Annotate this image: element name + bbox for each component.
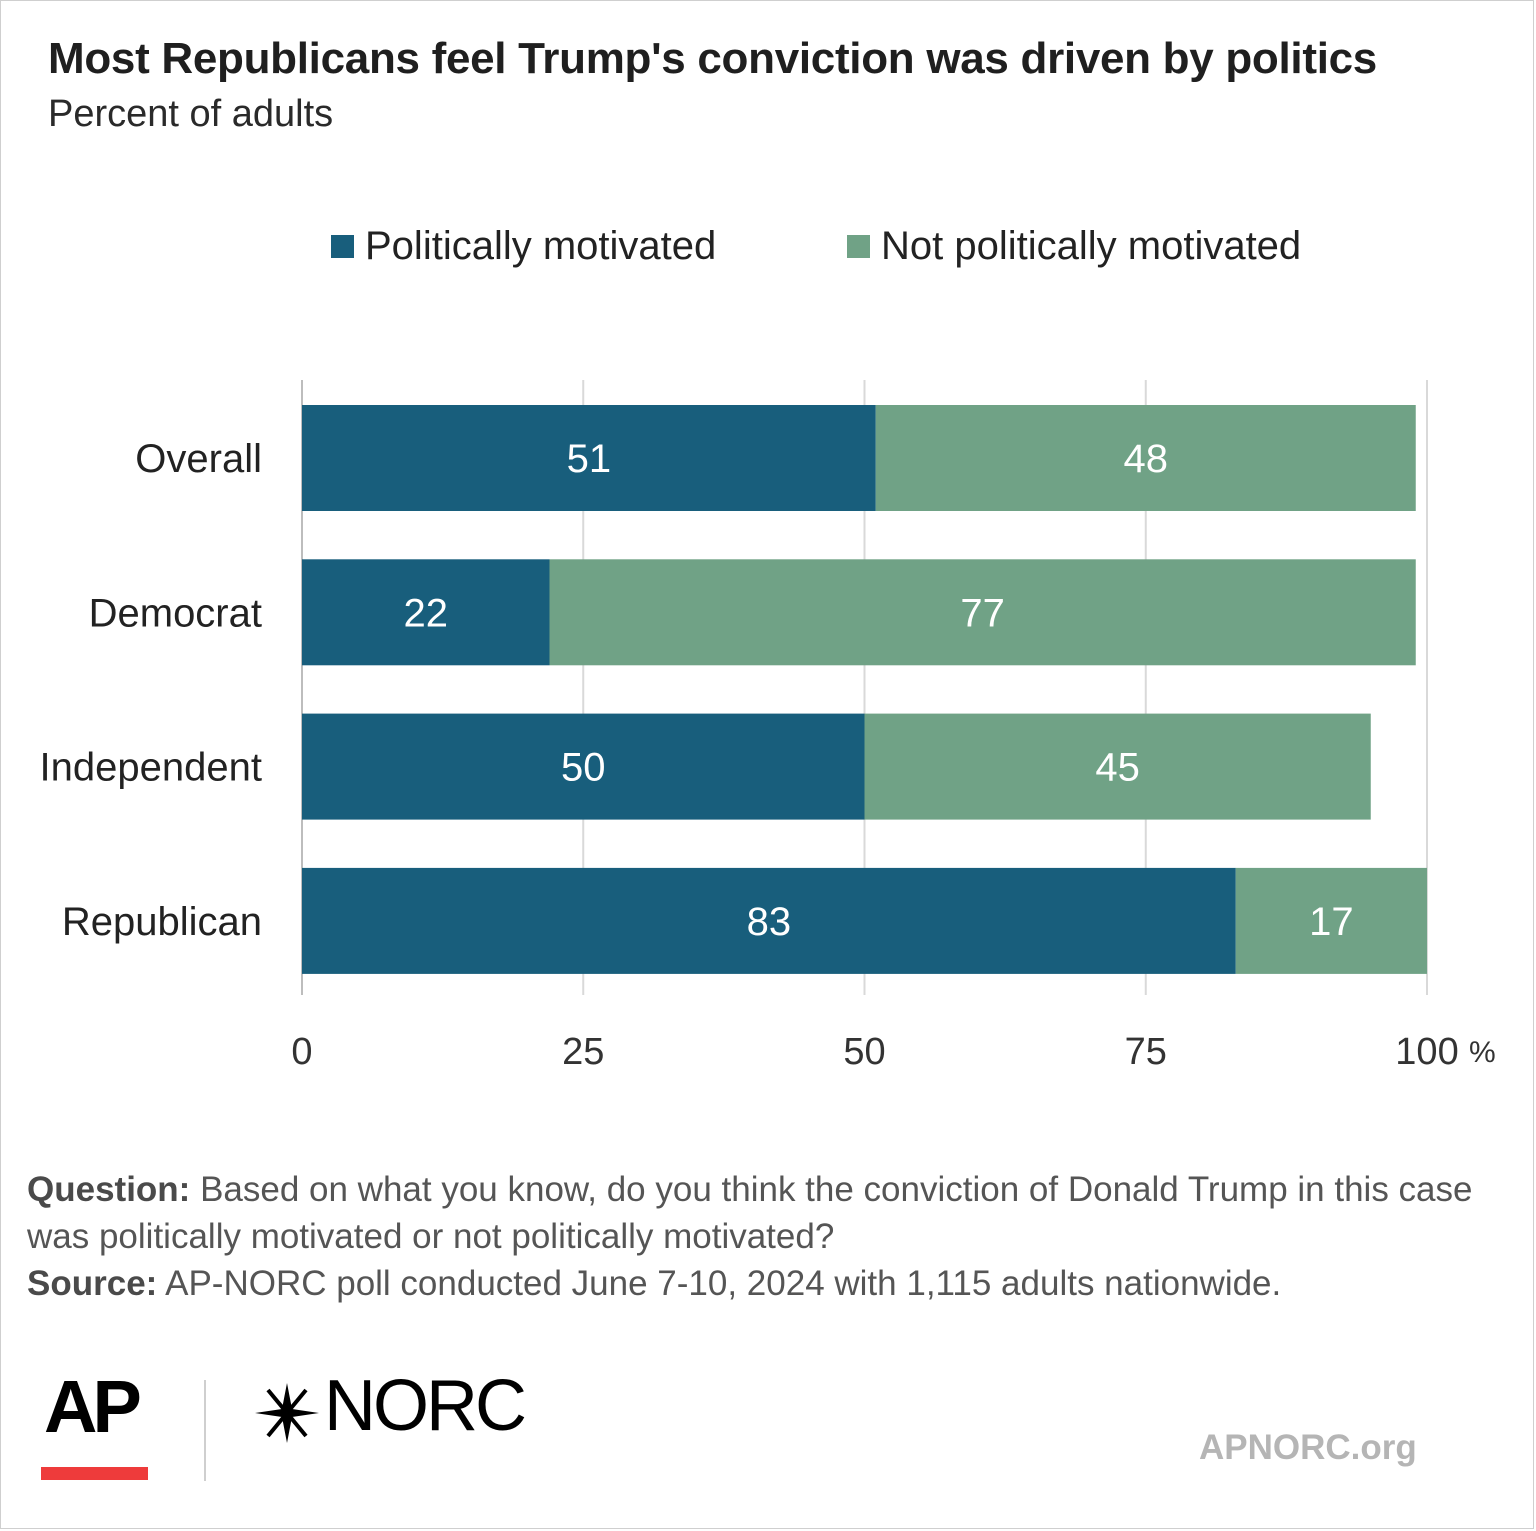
bar-segment	[864, 713, 1371, 820]
bar-segment	[1235, 867, 1427, 974]
x-unit-label: %	[1469, 1036, 1496, 1069]
ap-logo-underline	[41, 1467, 148, 1480]
bar-segment	[302, 713, 865, 820]
category-label: Overall	[135, 437, 262, 481]
stacked-bar-chart: Politically motivated Not politically mot…	[40, 224, 1496, 1073]
x-tick-label: 100	[1395, 1031, 1458, 1073]
bar-segment	[549, 559, 1416, 666]
question-note: Question: Based on what you know, do you…	[27, 1166, 1507, 1260]
x-tick-label: 25	[562, 1031, 604, 1073]
data-label: 83	[747, 900, 792, 944]
ap-logo: AP	[44, 1365, 142, 1448]
chart-title: Most Republicans feel Trump's conviction…	[48, 34, 1377, 83]
category-label: Republican	[62, 900, 262, 944]
data-label: 22	[404, 591, 449, 635]
data-label: 77	[960, 591, 1005, 635]
question-text: Based on what you know, do you think the…	[27, 1170, 1473, 1256]
data-label: 17	[1309, 900, 1354, 944]
data-label: 51	[567, 437, 612, 481]
chart-notes: Question: Based on what you know, do you…	[27, 1166, 1507, 1307]
legend-swatch	[847, 235, 870, 258]
chart-subtitle: Percent of adults	[48, 93, 334, 135]
x-tick-label: 50	[843, 1031, 885, 1073]
question-label: Question:	[27, 1170, 191, 1209]
category-label: Independent	[40, 746, 262, 790]
category-label: Democrat	[89, 591, 262, 635]
bar-segment	[302, 559, 550, 666]
data-label: 45	[1095, 746, 1140, 790]
legend-label: Politically motivated	[365, 224, 716, 268]
norc-logo: NORC	[324, 1366, 527, 1446]
bar-segment	[302, 405, 876, 511]
norc-star-icon	[255, 1383, 319, 1443]
bar-segment	[302, 867, 1236, 974]
x-tick-label: 0	[291, 1031, 312, 1073]
data-label: 50	[561, 746, 606, 790]
bar-segment	[875, 405, 1416, 511]
source-text: AP-NORC poll conducted June 7-10, 2024 w…	[165, 1264, 1282, 1303]
site-url: APNORC.org	[1199, 1428, 1417, 1467]
data-label: 48	[1124, 437, 1169, 481]
logo-divider	[204, 1380, 206, 1481]
legend-label: Not politically motivated	[881, 224, 1301, 268]
source-label: Source:	[27, 1264, 158, 1303]
x-tick-label: 75	[1125, 1031, 1167, 1073]
source-note: Source: AP-NORC poll conducted June 7-10…	[27, 1260, 1507, 1307]
legend-swatch	[331, 235, 354, 258]
